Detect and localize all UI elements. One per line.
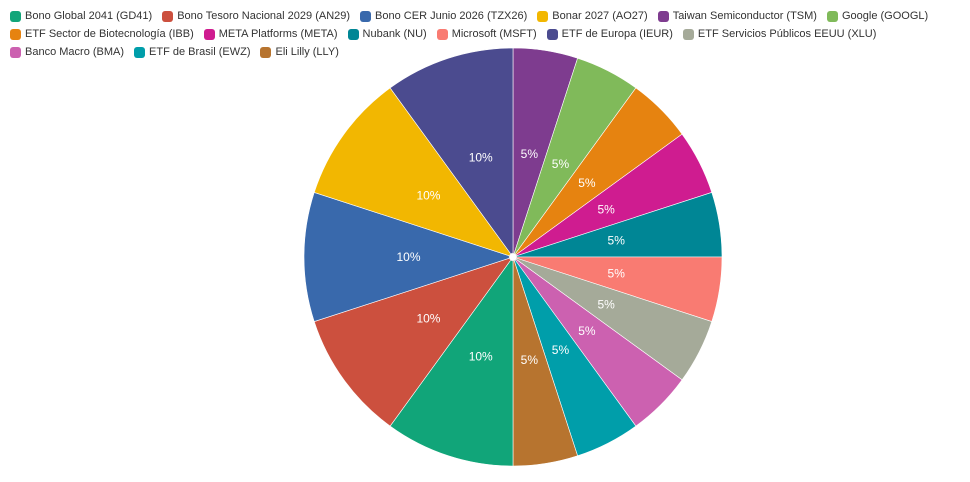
legend-swatch: [546, 28, 558, 40]
legend-label: ETF Servicios Públicos EEUU (XLU): [697, 28, 877, 40]
legend-swatch: [10, 46, 21, 58]
legend-swatch: [10, 28, 21, 40]
slice-label-etf-servicios-publicos-eeuu-xlu: 5%: [597, 297, 615, 311]
legend-swatch: [657, 10, 669, 22]
pie-labels: 5%5%5%5%5%5%5%5%5%5%10%10%10%10%10%: [396, 147, 625, 367]
slice-label-bonar-2027-ao27: 10%: [416, 189, 440, 203]
legend-label: ETF Sector de Biotecnología (IBB): [25, 28, 194, 40]
slice-label-etf-sector-de-biotecnologia-ibb: 5%: [578, 176, 596, 190]
legend-item-bono-tesoro-nacional-2029-an29[interactable]: Bono Tesoro Nacional 2029 (AN29): [162, 9, 350, 23]
legend-item-etf-de-brasil-ewz[interactable]: ETF de Brasil (EWZ): [134, 45, 250, 59]
legend-label: ETF de Brasil (EWZ): [149, 46, 251, 58]
legend-item-microsoft-msft[interactable]: Microsoft (MSFT): [436, 27, 537, 41]
legend-label: Bono Global 2041 (GD41): [25, 10, 153, 22]
legend-label: Microsoft (MSFT): [451, 28, 537, 40]
legend-swatch: [260, 46, 272, 58]
slice-label-etf-de-europa-ieur: 10%: [469, 151, 493, 165]
legend-swatch: [203, 28, 215, 40]
legend-label: Banco Macro (BMA): [25, 46, 125, 58]
slice-bono-tesoro-nacional-2029-an29[interactable]: [313, 256, 514, 427]
legend-item-bono-cer-junio-2026-tzx26[interactable]: Bono CER Junio 2026 (TZX26): [360, 9, 527, 23]
chart-legend: Bono Global 2041 (GD41) Bono Tesoro Nacio…: [10, 9, 965, 59]
legend-item-nubank-nu[interactable]: Nubank (NU): [347, 27, 427, 41]
legend-item-meta-platforms-meta[interactable]: META Platforms (META): [203, 27, 338, 41]
slice-label-bono-cer-junio-2026-tzx26: 10%: [396, 250, 420, 264]
legend-label: Nubank (NU): [362, 28, 427, 40]
legend-label: Bonar 2027 (AO27): [552, 10, 648, 22]
legend-item-bono-global-2041-gd41[interactable]: Bono Global 2041 (GD41): [10, 9, 152, 23]
pie-slices: [303, 47, 723, 467]
slice-label-etf-de-brasil-ewz: 5%: [552, 343, 570, 357]
legend-swatch: [360, 10, 372, 22]
slice-label-bono-tesoro-nacional-2029-an29: 10%: [416, 311, 440, 325]
legend-item-banco-macro-bma[interactable]: Banco Macro (BMA): [10, 45, 124, 59]
slice-label-nubank-nu: 5%: [608, 234, 626, 248]
legend-swatch: [134, 46, 146, 58]
pie-center-dot: [508, 252, 518, 262]
legend-swatch: [347, 28, 359, 40]
legend-label: Eli Lilly (LLY): [275, 46, 339, 58]
legend-swatch: [436, 28, 448, 40]
legend-item-taiwan-semiconductor-tsm[interactable]: Taiwan Semiconductor (TSM): [657, 9, 817, 23]
legend-swatch: [682, 28, 694, 40]
legend-item-etf-sector-de-biotecnologia-ibb[interactable]: ETF Sector de Biotecnología (IBB): [10, 27, 194, 41]
slice-label-eli-lilly-lly: 5%: [521, 353, 539, 367]
slice-label-microsoft-msft: 5%: [608, 266, 626, 280]
legend-label: META Platforms (META): [218, 28, 338, 40]
slice-bonar-2027-ao27[interactable]: [313, 87, 514, 258]
slice-bono-cer-junio-2026-tzx26[interactable]: [303, 192, 514, 322]
legend-item-bonar-2027-ao27[interactable]: Bonar 2027 (AO27): [537, 9, 648, 23]
legend-item-etf-de-europa-ieur[interactable]: ETF de Europa (IEUR): [546, 27, 673, 41]
legend-item-eli-lilly-lly[interactable]: Eli Lilly (LLY): [260, 45, 339, 59]
legend-label: ETF de Europa (IEUR): [561, 28, 673, 40]
legend-swatch: [162, 10, 174, 22]
legend-swatch: [826, 10, 838, 22]
legend-item-etf-servicios-publicos-eeuu-xlu[interactable]: ETF Servicios Públicos EEUU (XLU): [682, 27, 877, 41]
slice-label-google-googl: 5%: [552, 157, 570, 171]
legend-swatch: [537, 10, 549, 22]
slice-bono-global-2041-gd41[interactable]: [389, 256, 514, 467]
slice-etf-de-europa-ieur[interactable]: [389, 47, 514, 258]
slice-label-meta-platforms-meta: 5%: [597, 203, 615, 217]
legend-label: Taiwan Semiconductor (TSM): [672, 10, 817, 22]
legend-label: Google (GOOGL): [841, 10, 929, 22]
slice-label-taiwan-semiconductor-tsm: 5%: [521, 147, 539, 161]
slice-label-bono-global-2041-gd41: 10%: [469, 349, 493, 363]
slice-label-banco-macro-bma: 5%: [578, 324, 596, 338]
legend-label: Bono CER Junio 2026 (TZX26): [375, 10, 528, 22]
legend-item-google-googl[interactable]: Google (GOOGL): [826, 9, 929, 23]
legend-label: Bono Tesoro Nacional 2029 (AN29): [177, 10, 351, 22]
legend-swatch: [10, 10, 21, 22]
